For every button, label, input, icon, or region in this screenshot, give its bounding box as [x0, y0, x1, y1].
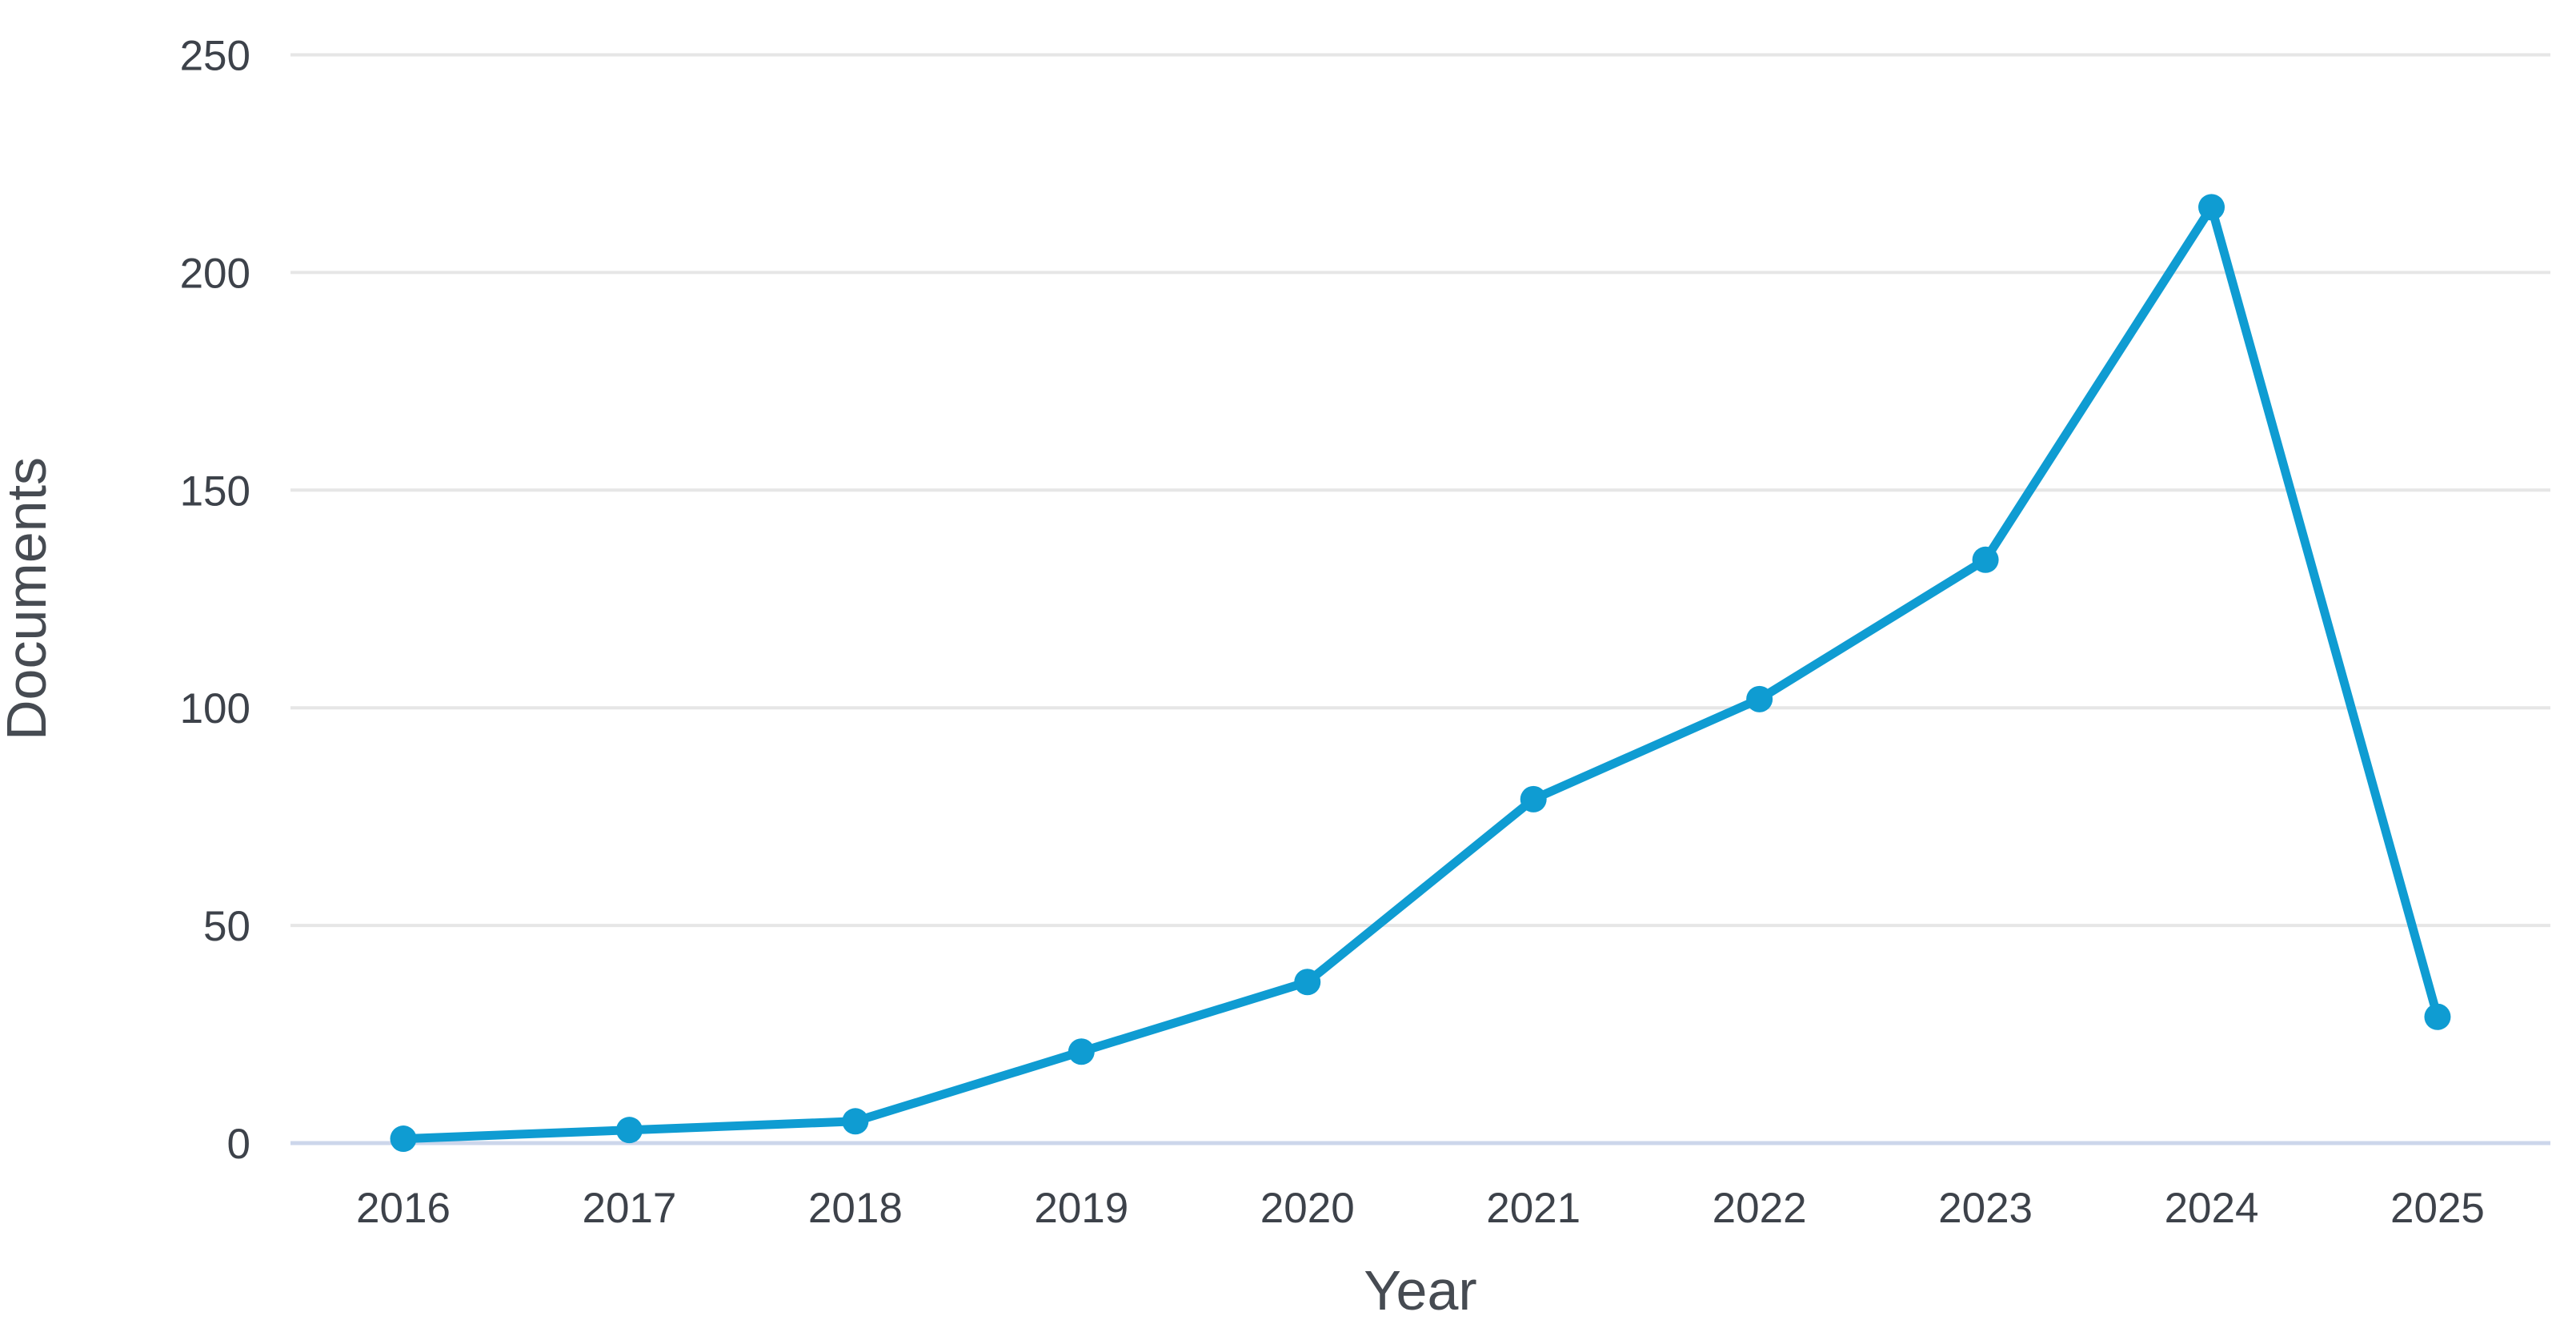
- data-point-marker[interactable]: [1294, 969, 1321, 996]
- data-point-marker[interactable]: [2198, 194, 2225, 221]
- x-axis-title: Year: [1364, 1259, 1476, 1322]
- data-point-marker[interactable]: [1520, 785, 1547, 812]
- data-point-marker[interactable]: [1972, 546, 1999, 573]
- y-axis-tick-label: 50: [203, 903, 250, 950]
- x-axis-tick-label: 2018: [808, 1185, 903, 1232]
- y-axis-tick-label: 100: [180, 685, 250, 732]
- x-axis-tick-label: 2023: [1938, 1185, 2033, 1232]
- x-axis-tick-label: 2025: [2390, 1185, 2485, 1232]
- y-axis-title: Documents: [0, 457, 58, 740]
- x-axis-tick-label: 2021: [1486, 1185, 1580, 1232]
- data-point-marker[interactable]: [615, 1117, 643, 1144]
- x-axis-tick-label: 2016: [356, 1185, 451, 1232]
- data-point-marker[interactable]: [390, 1125, 417, 1153]
- y-axis-tick-label: 0: [227, 1121, 250, 1168]
- y-axis-tick-label: 200: [180, 250, 250, 297]
- series-line: [399, 203, 2442, 1144]
- data-point-marker[interactable]: [842, 1108, 869, 1135]
- data-point-marker[interactable]: [2424, 1003, 2451, 1030]
- data-point-marker[interactable]: [1068, 1038, 1095, 1065]
- data-point-marker[interactable]: [1746, 685, 1773, 712]
- y-axis-tick-label: 250: [180, 33, 250, 80]
- x-axis-tick-label: 2019: [1034, 1185, 1128, 1232]
- x-axis-tick-label: 2022: [1713, 1185, 1807, 1232]
- y-axis-tick-label: 150: [180, 467, 250, 515]
- x-axis-tick-label: 2017: [582, 1185, 676, 1232]
- x-axis-tick-label: 2020: [1260, 1185, 1355, 1232]
- x-axis-tick-label: 2024: [2165, 1185, 2259, 1232]
